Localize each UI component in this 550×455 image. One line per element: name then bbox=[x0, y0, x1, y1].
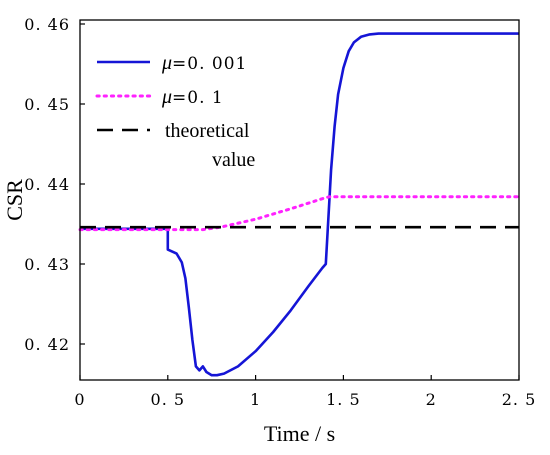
series-line-2 bbox=[78, 195, 521, 232]
y-tick-label: 0. 43 bbox=[24, 255, 70, 274]
legend-label: value bbox=[212, 149, 255, 171]
y-tick-label: 0. 46 bbox=[24, 15, 70, 34]
plot-frame bbox=[79, 19, 520, 381]
y-axis-label: CSR bbox=[2, 179, 27, 221]
legend-label: μ=0. 1 bbox=[161, 86, 224, 108]
x-tick-label: 0. 5 bbox=[151, 390, 186, 409]
x-tick-label: 2. 5 bbox=[502, 390, 537, 409]
x-tick-label: 0 bbox=[74, 390, 85, 409]
x-tick-label: 1. 5 bbox=[326, 390, 361, 409]
y-axis-ticks: 0. 42 0. 43 0. 44 0. 45 0. 46 bbox=[24, 15, 85, 354]
x-axis-ticks: 0 0. 5 1 1. 5 2 2. 5 bbox=[74, 375, 537, 409]
legend: μ=0. 001 μ=0. 1 theoretical value bbox=[95, 52, 255, 171]
x-tick-label: 1 bbox=[250, 390, 261, 409]
y-tick-label: 0. 42 bbox=[24, 335, 70, 354]
plot-lines bbox=[78, 32, 521, 377]
y-tick-label: 0. 44 bbox=[24, 175, 70, 194]
x-axis-label: Time / s bbox=[264, 421, 335, 446]
y-tick-label: 0. 45 bbox=[24, 95, 70, 114]
series-line-1 bbox=[80, 32, 519, 377]
legend-label: theoretical bbox=[165, 120, 250, 142]
legend-label: μ=0. 001 bbox=[161, 52, 247, 74]
x-tick-label: 2 bbox=[426, 390, 437, 409]
